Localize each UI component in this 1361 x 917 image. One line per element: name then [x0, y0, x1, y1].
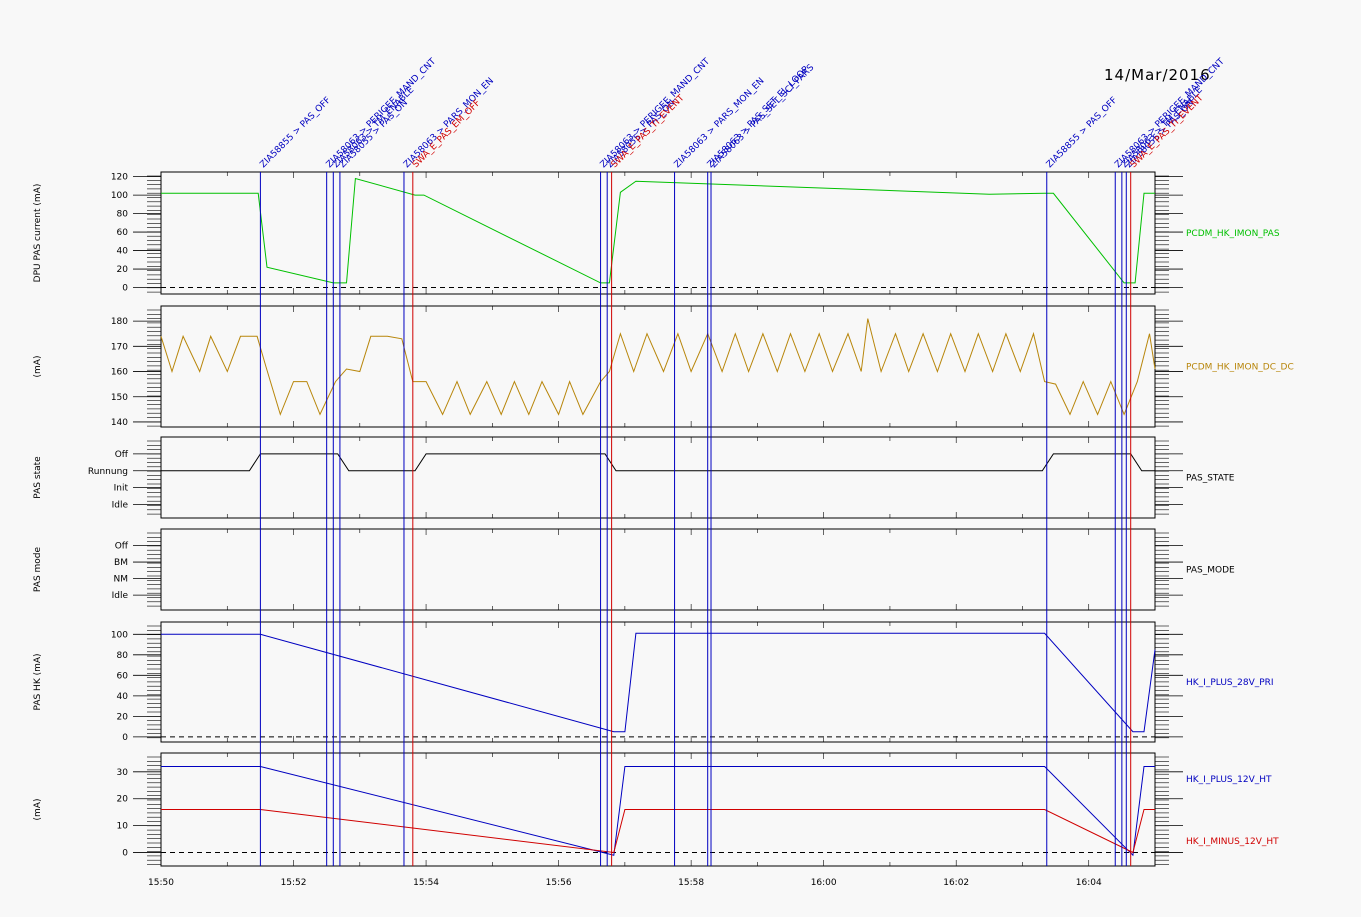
y-axis-label: (mA): [33, 799, 43, 821]
y-tick-label: 0: [122, 733, 128, 743]
x-tick-label: 16:04: [1076, 878, 1102, 888]
y-tick-label: 20: [117, 265, 129, 275]
y-tick-label: 100: [111, 191, 128, 201]
y-tick-label: 160: [111, 368, 128, 378]
y-tick-label: 180: [111, 317, 128, 327]
y-tick-label: Off: [115, 450, 129, 460]
y-tick-label: 10: [117, 822, 129, 832]
y-tick-label: Idle: [112, 501, 129, 511]
legend-label: PCDM_HK_IMON_DC_DC: [1186, 363, 1294, 373]
date-label: 14/Mar/2016: [1104, 66, 1211, 84]
x-tick-label: 15:52: [281, 878, 307, 888]
event-label: ZIA58055 > PAS_ON: [338, 98, 410, 170]
y-tick-label: NM: [114, 575, 129, 585]
y-tick-label: 40: [117, 692, 129, 702]
y-tick-label: 80: [117, 210, 129, 220]
event-label: ZIA58855 > PAS_OFF: [1045, 95, 1120, 170]
panel-frame: [160, 436, 1156, 519]
legend-label: PAS_MODE: [1186, 566, 1235, 576]
y-tick-label: 60: [117, 228, 129, 238]
y-tick-label: 80: [117, 651, 129, 661]
y-tick-label: BM: [114, 558, 128, 568]
legend-label: PCDM_HK_IMON_PAS: [1186, 229, 1280, 239]
y-tick-label: 120: [111, 173, 128, 183]
series-line: [161, 766, 1155, 857]
y-tick-label: Off: [115, 542, 129, 552]
series-line: [161, 177, 1155, 284]
y-tick-label: Runnung: [88, 467, 128, 477]
y-tick-label: 140: [111, 418, 128, 428]
x-tick-label: 15:50: [148, 878, 174, 888]
legend-label: HK_I_PLUS_12V_HT: [1186, 775, 1272, 785]
x-tick-label: 15:56: [546, 878, 572, 888]
y-tick-label: 30: [117, 768, 129, 778]
y-axis-label: PAS state: [33, 456, 43, 499]
legend-label: HK_I_PLUS_28V_PRI: [1186, 678, 1274, 688]
y-tick-label: 0: [122, 284, 128, 294]
event-label: SWA_E_PAS_EM_OFF: [411, 98, 483, 170]
panel-frame: [160, 171, 1156, 295]
y-tick-label: 170: [111, 342, 128, 352]
y-axis-label: DPU PAS current (mA): [33, 184, 43, 283]
x-tick-label: 16:02: [943, 878, 969, 888]
panel-frame: [160, 621, 1156, 743]
event-label: SWA_E_PAS_TI_EVENT: [1129, 93, 1206, 170]
series-line: [161, 453, 1155, 472]
panel-frame: [160, 305, 1156, 428]
series-line: [161, 632, 1156, 733]
y-tick-label: 40: [117, 247, 129, 257]
panel-frame: [160, 528, 1156, 611]
event-label: ZIA58855 > PAS_OFF: [258, 95, 333, 170]
y-tick-label: 20: [117, 795, 129, 805]
series-line: [161, 809, 1155, 854]
y-axis-label: PAS HK (mA): [33, 653, 43, 710]
y-axis-label: PAS mode: [33, 546, 43, 592]
x-tick-label: 15:54: [413, 878, 439, 888]
event-label: ZIA58063 > PARS_MON_EN: [402, 76, 496, 170]
legend-label: HK_I_MINUS_12V_HT: [1186, 837, 1279, 847]
y-tick-label: 150: [111, 393, 128, 403]
y-tick-label: Idle: [112, 591, 129, 601]
series-line: [160, 318, 1156, 416]
y-tick-label: 20: [117, 712, 129, 722]
x-tick-label: 16:00: [811, 878, 837, 888]
y-tick-label: 100: [111, 630, 128, 640]
y-axis-label: (mA): [33, 356, 43, 378]
y-tick-label: 0: [122, 849, 128, 859]
y-tick-label: 60: [117, 671, 129, 681]
event-label: SWA_E_PAS_TI_EVENT: [610, 93, 687, 170]
x-tick-label: 15:58: [678, 878, 704, 888]
legend-label: PAS_STATE: [1186, 474, 1235, 484]
y-tick-label: Init: [114, 484, 129, 494]
